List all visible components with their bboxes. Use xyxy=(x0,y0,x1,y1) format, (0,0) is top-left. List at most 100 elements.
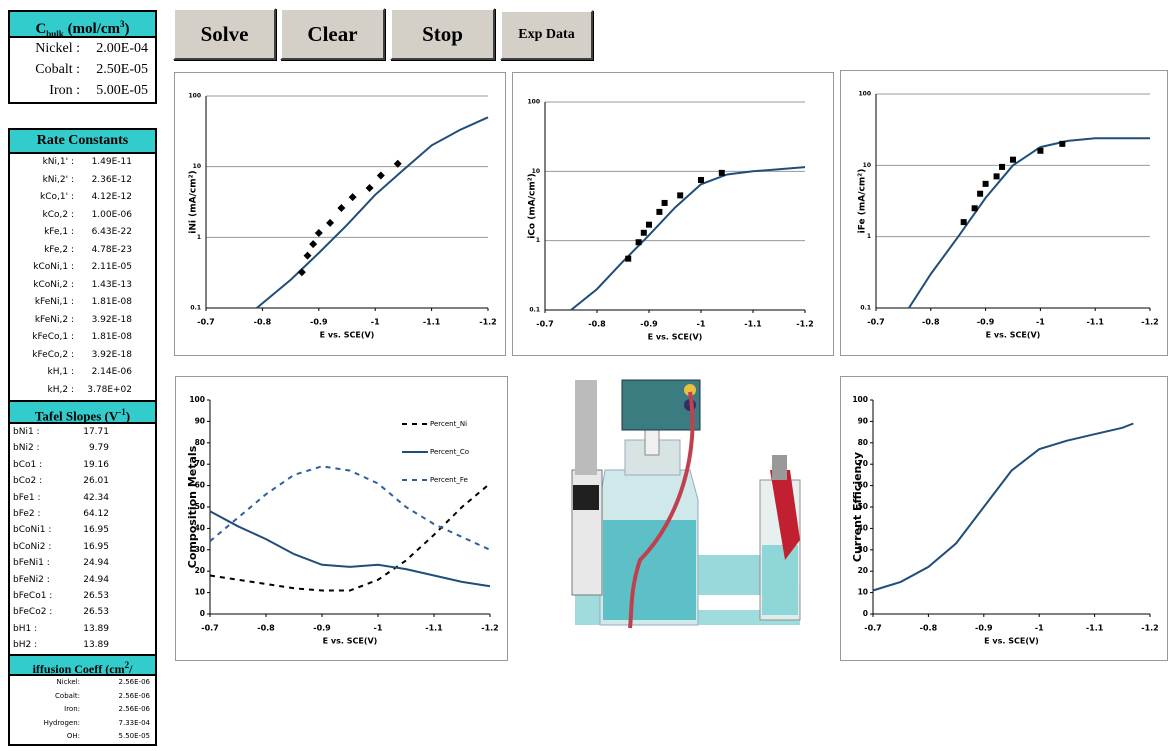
x-axis-title: E vs. SCE(V) xyxy=(986,331,1041,340)
row-value: 6.43E-22 xyxy=(74,224,132,242)
row-label: bFeCo1 : xyxy=(13,588,51,604)
panel-row: Cobalt :2.50E-05 xyxy=(10,59,155,80)
row-label: kNi,2' : xyxy=(10,172,74,190)
data-point xyxy=(977,191,983,197)
row-value: 1.49E-11 xyxy=(74,154,132,172)
y-tick-label: 100 xyxy=(852,395,868,404)
button[interactable]: Exp Data xyxy=(500,10,593,60)
y-axis-title: iFe (mA/cm²) xyxy=(858,169,868,234)
panel-header: Cbulk (mol/cm3) xyxy=(10,12,155,38)
row-value: 42.34 xyxy=(51,490,109,506)
y-tick-label: 90 xyxy=(858,416,868,425)
row-label: bH1 : xyxy=(13,621,51,637)
x-tick-label: -0.8 xyxy=(257,624,275,633)
x-tick-label: -1.2 xyxy=(1141,318,1159,327)
y-tick-label: 70 xyxy=(195,459,205,468)
y-tick-label: 40 xyxy=(195,523,205,532)
panel-row: Iron:2.56E-06 xyxy=(10,703,155,717)
data-point xyxy=(377,171,385,179)
panel-row: bNi2 :9.79 xyxy=(10,440,155,456)
data-line xyxy=(257,117,488,308)
cell-photo xyxy=(572,380,800,628)
row-label: Cobalt: xyxy=(10,690,80,704)
x-tick-label: -1 xyxy=(1036,318,1045,327)
data-point xyxy=(1059,141,1065,147)
panel-row: kFeCo,1 :1.81E-08 xyxy=(10,329,155,347)
x-tick-label: -0.7 xyxy=(867,318,885,327)
panel-row: kCo,1' :4.12E-12 xyxy=(10,189,155,207)
row-label: kFe,1 : xyxy=(10,224,74,242)
y-tick-label: 60 xyxy=(858,481,868,490)
x-tick-label: -1.1 xyxy=(423,318,441,327)
data-line xyxy=(210,466,490,550)
x-axis-title: E vs. SCE(V) xyxy=(320,331,375,340)
data-point xyxy=(326,219,334,227)
row-label: bNi2 : xyxy=(13,440,51,456)
data-point xyxy=(656,209,662,215)
data-point xyxy=(315,229,323,237)
row-label: kCo,2 : xyxy=(10,207,74,225)
row-label: Hydrogen: xyxy=(10,717,80,731)
data-point xyxy=(972,205,978,211)
rate-constants-panel: Rate ConstantskNi,1' :1.49E-11kNi,2' :2.… xyxy=(8,128,157,402)
x-tick-label: -1.1 xyxy=(744,320,762,329)
y-tick-label: 0 xyxy=(863,609,868,618)
row-value: 13.89 xyxy=(51,621,109,637)
chart-panel xyxy=(175,73,506,356)
x-tick-label: -1 xyxy=(371,318,380,327)
panel-row: kFe,1 :6.43E-22 xyxy=(10,224,155,242)
panel-row: OH:5.50E-05 xyxy=(10,730,155,744)
x-tick-label: -1.2 xyxy=(1141,624,1159,633)
row-value: 1.81E-08 xyxy=(74,294,132,312)
panel-row: kFe,2 :4.78E-23 xyxy=(10,242,155,260)
row-label: Iron : xyxy=(10,80,80,101)
button[interactable]: Stop xyxy=(390,8,495,60)
header-superscript: -1 xyxy=(118,407,126,417)
data-point xyxy=(309,240,317,248)
y-tick-label: 40 xyxy=(858,523,868,532)
panel-row: bFeCo2 :26.53 xyxy=(10,604,155,620)
row-value: 2.14E-06 xyxy=(74,364,132,382)
button[interactable]: Solve xyxy=(173,8,276,60)
row-label: bCo1 : xyxy=(13,457,51,473)
row-value: 26.53 xyxy=(51,588,109,604)
x-axis-title: E vs. SCE(V) xyxy=(984,637,1039,646)
y-axis-title: iNi (mA/cm²) xyxy=(189,170,199,233)
x-tick-label: -1 xyxy=(697,320,706,329)
data-point xyxy=(999,164,1005,170)
x-tick-label: -0.9 xyxy=(313,624,331,633)
x-tick-label: -1 xyxy=(1035,624,1044,633)
data-point xyxy=(983,181,989,187)
legend-label: Percent_Co xyxy=(430,448,469,456)
row-label: kNi,1' : xyxy=(10,154,74,172)
y-tick-label: 100 xyxy=(189,395,205,404)
row-value: 2.00E-04 xyxy=(80,38,148,59)
legend-label: Percent_Fe xyxy=(430,476,468,484)
x-tick-label: -0.9 xyxy=(310,318,328,327)
data-line xyxy=(873,424,1133,591)
row-value: 1.00E-06 xyxy=(74,207,132,225)
row-label: kCoNi,1 : xyxy=(10,259,74,277)
panel-row: bH1 :13.89 xyxy=(10,621,155,637)
panel-row: Nickel:2.56E-06 xyxy=(10,676,155,690)
button[interactable]: Clear xyxy=(280,8,385,60)
x-tick-label: -0.7 xyxy=(201,624,219,633)
panel-row: kFeNi,1 :1.81E-08 xyxy=(10,294,155,312)
y-axis-title: Current Efficiency xyxy=(851,452,864,562)
row-value: 2.11E-05 xyxy=(74,259,132,277)
data-point xyxy=(394,160,402,168)
header-text: C xyxy=(35,21,46,37)
row-value: 16.95 xyxy=(51,539,109,555)
y-tick-label: 10 xyxy=(532,168,540,175)
x-tick-label: -1.1 xyxy=(1086,318,1104,327)
row-label: kFe,2 : xyxy=(10,242,74,260)
y-tick-label: 60 xyxy=(195,481,205,490)
x-tick-label: -0.7 xyxy=(536,320,554,329)
panel-header: iffusion Coeff (cm2/ xyxy=(10,656,155,676)
data-line xyxy=(571,167,805,310)
row-value: 24.94 xyxy=(51,555,109,571)
x-tick-label: -0.7 xyxy=(197,318,215,327)
row-label: OH: xyxy=(10,730,80,744)
data-point xyxy=(646,222,652,228)
